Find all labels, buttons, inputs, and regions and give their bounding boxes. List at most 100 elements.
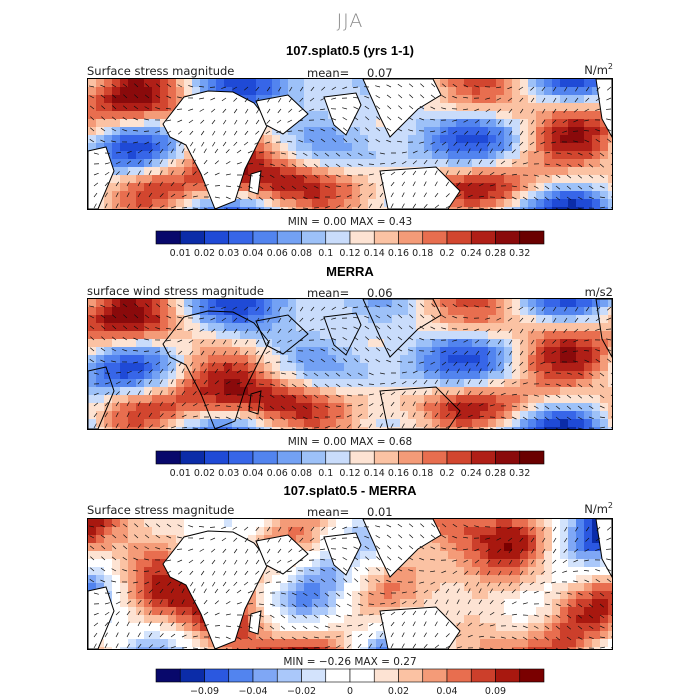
colorbar-difference: −0.09 −0.04 −0.02 0 0.02 0.04 0.09 [155, 668, 545, 699]
se-asia-landmass [362, 299, 442, 358]
se-asia-landmass [362, 519, 442, 578]
arabia-landmass [255, 94, 309, 135]
map-canvas [88, 299, 612, 429]
arabia-landmass [255, 534, 309, 575]
colorbar-canvas: −0.09 −0.04 −0.02 0 0.02 0.04 0.09 [155, 668, 545, 697]
colorbar-tick-label: 0.02 [194, 468, 215, 479]
colorbar-tick-label: 0.01 [170, 248, 191, 259]
colorbar-swatch [301, 450, 327, 465]
colorbar-swatch [325, 450, 351, 465]
colorbar-tick-label: 0.04 [242, 468, 263, 479]
colorbar-tick-label: 0.03 [218, 468, 239, 479]
min-max-readout: MIN = 0.00 MAX = 0.68 [287, 436, 413, 448]
panel-variable-label: Surface stress magnitude [87, 503, 235, 517]
colorbar-swatch [325, 230, 351, 245]
australia-landmass [379, 386, 461, 429]
wind-vectors [89, 303, 612, 429]
colorbar-swatch [398, 668, 424, 683]
colorbar-tick-label: 0.16 [388, 248, 409, 259]
colorbar-swatch [519, 230, 545, 245]
panel-title-model: 107.splat0.5 (yrs 1-1) [286, 43, 414, 58]
colorbar-tick-label: 0.09 [485, 686, 506, 697]
map-canvas [88, 79, 612, 209]
map-canvas [88, 519, 612, 649]
map-panel-difference [87, 518, 613, 650]
colorbar-swatch [495, 450, 521, 465]
colorbar-swatch [155, 230, 181, 245]
colorbar-swatch [252, 230, 278, 245]
colorbar-tick-label: 0 [347, 686, 353, 697]
panel-mean-value: 0.01 [367, 505, 393, 519]
colorbar-tick-label: 0.32 [509, 468, 530, 479]
colorbar-swatch [422, 668, 448, 683]
colorbar-swatch [470, 668, 496, 683]
panel-mean-value: 0.06 [367, 286, 393, 300]
colorbar-tick-label: 0.32 [509, 248, 530, 259]
colorbar-swatch [204, 668, 230, 683]
colorbar-tick-label: −0.04 [238, 686, 267, 697]
colorbar-model: 0.01 0.02 0.03 0.04 0.06 0.08 0.1 0.12 0.14 0.16 0… [155, 230, 545, 261]
india-landmass [323, 92, 362, 136]
colorbar-swatch [519, 450, 545, 465]
land-outlines [88, 519, 612, 649]
colorbar-tick-label: 0.1 [318, 468, 333, 479]
colorbar-swatch [349, 230, 375, 245]
colorbar-swatch [446, 450, 472, 465]
colorbar-swatch [179, 450, 205, 465]
colorbar-swatch [301, 668, 327, 683]
south-america-landmass [88, 366, 115, 429]
panel-units: m/s2 [584, 284, 613, 299]
panel-mean-value: 0.07 [367, 66, 393, 80]
colorbar-tick-label: 0.2 [439, 248, 454, 259]
panel-mean-label: mean= [307, 66, 350, 80]
panel-units: N/m2 [584, 501, 613, 516]
colorbar-tick-label: 0.24 [461, 248, 482, 259]
colorbar-swatch [204, 450, 230, 465]
colorbar-swatch [228, 230, 254, 245]
colorbar-merra: 0.01 0.02 0.03 0.04 0.06 0.08 0.1 0.12 0.14 0.16 0… [155, 450, 545, 481]
colorbar-tick-label: 0.18 [412, 248, 433, 259]
australia-landmass [379, 166, 461, 209]
colorbar-tick-label: 0.16 [388, 468, 409, 479]
colorbar-tick-label: 0.24 [461, 468, 482, 479]
colorbar-swatch [204, 230, 230, 245]
panel-variable-label: Surface stress magnitude [87, 64, 235, 78]
india-landmass [323, 312, 362, 356]
colorbar-tick-label: 0.04 [436, 686, 457, 697]
arabia-landmass [255, 314, 309, 355]
colorbar-swatch [228, 668, 254, 683]
colorbar-tick-label: 0.14 [364, 248, 385, 259]
colorbar-swatch [373, 668, 399, 683]
south-america-landmass [88, 146, 115, 209]
colorbar-swatch [422, 450, 448, 465]
min-max-readout: MIN = 0.00 MAX = 0.43 [287, 216, 413, 228]
colorbar-tick-label: 0.18 [412, 468, 433, 479]
wind-vectors [89, 523, 612, 649]
colorbar-swatch [398, 450, 424, 465]
colorbar-tick-label: 0.01 [170, 468, 191, 479]
colorbar-swatch [373, 230, 399, 245]
americas-landmass [595, 519, 612, 579]
panel-variable-label: surface wind stress magnitude [87, 284, 264, 298]
colorbar-swatch [470, 230, 496, 245]
map-panel-model [87, 78, 613, 210]
south-america-landmass [88, 586, 115, 649]
africa-landmass [162, 310, 270, 429]
colorbar-tick-label: 0.2 [439, 468, 454, 479]
colorbar-swatch [276, 230, 302, 245]
colorbar-swatch [446, 668, 472, 683]
colorbar-swatch [470, 450, 496, 465]
panel-units: N/m2 [584, 62, 613, 77]
colorbar-canvas: 0.01 0.02 0.03 0.04 0.06 0.08 0.1 0.12 0.14 0.16 0… [155, 230, 545, 259]
min-max-readout: MIN = −0.26 MAX = 0.27 [283, 656, 417, 668]
india-landmass [323, 532, 362, 576]
colorbar-swatch [301, 230, 327, 245]
colorbar-tick-label: 0.08 [291, 248, 312, 259]
panel-title-difference: 107.splat0.5 - MERRA [283, 483, 417, 498]
colorbar-tick-label: 0.14 [364, 468, 385, 479]
wind-vectors [89, 83, 612, 209]
land-outlines [88, 299, 612, 429]
colorbar-tick-label: −0.02 [287, 686, 316, 697]
colorbar-swatch [349, 450, 375, 465]
colorbar-swatch [373, 450, 399, 465]
